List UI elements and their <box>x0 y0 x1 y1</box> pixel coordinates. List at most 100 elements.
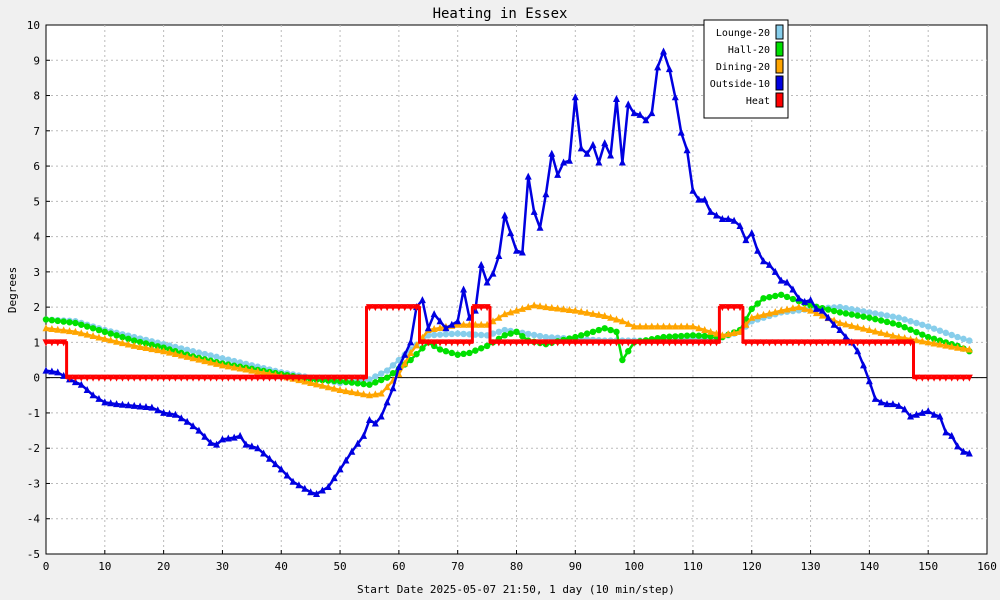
data-point <box>124 340 132 348</box>
data-point <box>342 456 350 464</box>
series-heat <box>42 304 973 382</box>
data-point <box>677 332 685 340</box>
data-point <box>389 362 397 369</box>
data-point <box>78 321 85 328</box>
data-point <box>683 146 691 154</box>
data-point <box>518 339 526 347</box>
data-point <box>530 339 538 347</box>
data-point <box>542 339 550 347</box>
data-point <box>965 449 973 457</box>
data-point <box>677 322 685 330</box>
data-point <box>130 374 138 382</box>
data-point <box>442 348 450 355</box>
data-point <box>472 347 479 354</box>
data-point <box>877 398 885 406</box>
data-point <box>765 260 773 268</box>
data-point <box>689 339 697 347</box>
data-point <box>489 339 497 347</box>
data-point <box>171 350 179 358</box>
data-point <box>283 374 291 382</box>
data-point <box>701 326 709 334</box>
data-point <box>760 310 768 318</box>
data-point <box>448 320 456 328</box>
data-point <box>407 356 414 364</box>
data-point <box>801 297 809 305</box>
data-point <box>848 339 856 347</box>
data-point <box>95 374 103 382</box>
data-point <box>289 374 297 382</box>
data-point <box>383 304 391 312</box>
data-point <box>507 308 515 316</box>
data-point <box>430 331 438 339</box>
data-point <box>618 339 626 347</box>
data-point <box>454 317 462 325</box>
data-point <box>865 377 873 385</box>
data-point <box>178 345 185 352</box>
data-point <box>660 339 668 347</box>
data-point <box>695 339 703 347</box>
data-point <box>371 390 379 398</box>
data-point <box>671 93 679 101</box>
data-point <box>83 323 91 330</box>
data-point <box>195 374 203 382</box>
data-point <box>148 345 156 353</box>
data-point <box>313 490 321 498</box>
data-point <box>842 339 850 347</box>
data-point <box>283 471 291 479</box>
data-point <box>336 386 344 394</box>
data-point <box>801 304 809 312</box>
data-point <box>183 346 191 354</box>
data-point <box>372 373 379 380</box>
data-point <box>807 306 815 314</box>
data-point <box>760 339 768 347</box>
data-point <box>801 339 809 347</box>
data-point <box>530 301 538 309</box>
data-point <box>630 322 638 330</box>
data-point <box>230 363 238 371</box>
data-point <box>736 304 744 312</box>
legend-label: Hall-20 <box>728 45 770 56</box>
data-point <box>360 431 368 439</box>
data-point <box>895 339 903 347</box>
data-point <box>954 333 961 341</box>
data-point <box>730 328 738 336</box>
data-point <box>519 333 526 340</box>
data-point <box>442 324 450 332</box>
data-point <box>401 350 409 358</box>
data-point <box>395 363 403 371</box>
data-point <box>924 333 932 341</box>
data-point <box>883 312 891 319</box>
data-point <box>148 374 156 382</box>
data-point <box>66 374 74 382</box>
data-point <box>783 278 791 286</box>
data-point <box>477 304 485 312</box>
data-point <box>613 328 620 336</box>
data-point <box>919 331 926 338</box>
y-tick-label: -1 <box>27 407 40 420</box>
data-point <box>148 341 156 349</box>
data-point <box>54 325 62 333</box>
data-point <box>483 304 491 312</box>
data-point <box>807 296 815 304</box>
data-point <box>189 374 197 382</box>
data-point <box>889 313 897 320</box>
data-point <box>836 319 844 327</box>
data-point <box>912 410 920 418</box>
data-point <box>336 465 344 473</box>
data-point <box>960 335 967 343</box>
data-point <box>854 339 862 347</box>
data-point <box>812 304 820 312</box>
x-tick-label: 110 <box>683 560 703 573</box>
legend-swatch <box>775 75 784 91</box>
data-point <box>195 349 203 356</box>
data-point <box>730 304 738 312</box>
data-point <box>948 374 956 382</box>
data-point <box>648 109 656 117</box>
data-point <box>542 190 550 198</box>
data-point <box>160 347 168 355</box>
data-point <box>448 349 456 357</box>
data-point <box>748 305 755 313</box>
data-point <box>918 337 926 345</box>
x-axis-label: Start Date 2025-05-07 21:50, 1 day (10 m… <box>357 583 675 596</box>
data-point <box>230 374 238 382</box>
